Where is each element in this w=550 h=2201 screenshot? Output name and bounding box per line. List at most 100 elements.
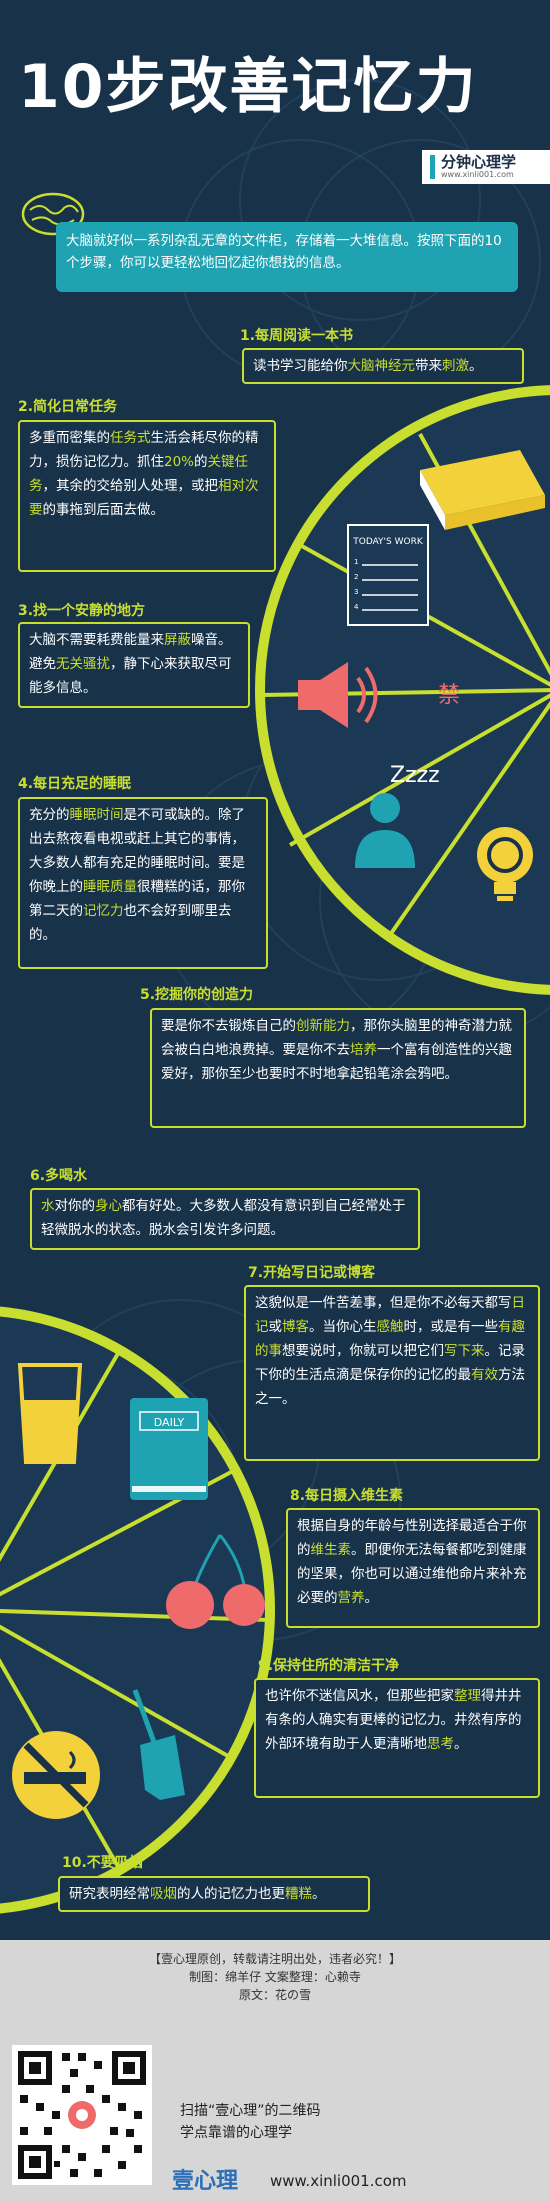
tip-body-text: 。记录下你的生活点滴是保存你的记忆的最 bbox=[255, 1343, 525, 1383]
brand-logo-icon bbox=[430, 155, 435, 179]
tip-7-title: 7.开始写日记或博客 bbox=[248, 1265, 376, 1281]
tip-highlight-text: 维生素 bbox=[310, 1542, 352, 1558]
tip-highlight-text: 博客 bbox=[282, 1319, 309, 1335]
tip-highlight-text: 感触 bbox=[376, 1319, 404, 1335]
tip-body-text: 。 bbox=[364, 1590, 379, 1606]
book-icon bbox=[420, 450, 545, 530]
footer-source: 原文：花の雪 bbox=[238, 1988, 311, 2002]
tip-body-text: 。 bbox=[454, 1736, 468, 1752]
tip-body-text: 。 bbox=[312, 1886, 326, 1902]
footer-brand: 壹心理 bbox=[172, 2169, 239, 2194]
tip-highlight-text: 水 bbox=[41, 1198, 55, 1214]
tip-body-text: 的事拖到后面去做。 bbox=[42, 502, 165, 518]
tip-body-text: 得井井有条的人确实有更棒的记忆力。井然有序的外部环境有助于人更清晰地 bbox=[265, 1688, 522, 1752]
tip-highlight-text: 营养 bbox=[337, 1590, 365, 1606]
tip-4-box: 充分的睡眠时间是不可或缺的。除了出去熬夜看电视或赶上其它的事情，大多数人都有充足… bbox=[18, 797, 268, 969]
tip-highlight-text: 睡眠质量 bbox=[83, 879, 137, 895]
tip-highlight-text: 记忆力 bbox=[83, 903, 124, 919]
todo-list-icon: TODAY'S WORK 1 2 3 4 bbox=[347, 524, 429, 626]
intro-box: 大脑就好似一系列杂乱无章的文件柜，存储着一大堆信息。按照下面的10个步骤，你可以… bbox=[56, 222, 518, 292]
todo-item-3: 3 bbox=[354, 588, 358, 596]
lightbulb-icon bbox=[477, 827, 533, 901]
todo-item-4: 4 bbox=[354, 603, 359, 611]
tip-highlight-text: 无关骚扰 bbox=[56, 656, 110, 672]
tip-highlight-text: 思考 bbox=[427, 1736, 454, 1752]
tip-highlight-text: 屏蔽 bbox=[164, 632, 191, 648]
qr-code[interactable] bbox=[12, 2045, 152, 2185]
footer-credits: 制图：绵羊仔 文案整理：心赖寺 bbox=[189, 1970, 361, 1984]
brand-badge: 分钟心理学 www.xinli001.com bbox=[422, 150, 550, 184]
tip-body-text: 。当你心生 bbox=[309, 1319, 377, 1335]
tip-highlight-text: 身心 bbox=[95, 1198, 122, 1214]
tip-body-text: 。即便你无法每餐都吃到健康的坚果，你也可以通过维他命片来补充必要的 bbox=[297, 1542, 527, 1606]
tip-highlight-text: 整理 bbox=[454, 1688, 481, 1704]
tip-8-title: 8.每日摄入维生素 bbox=[290, 1488, 404, 1504]
tip-1-title: 1.每周阅读一本书 bbox=[240, 328, 354, 344]
tip-body-text: 想要说时，你就可以把它们 bbox=[282, 1343, 444, 1359]
tip-6-box: 水对你的身心都有好处。大多数人都没有意识到自己经常处于轻微脱水的状态。脱水会引发… bbox=[30, 1188, 420, 1250]
tip-highlight-text: 相对次要 bbox=[29, 478, 259, 518]
tip-body-text: 很糟糕的话，那你第二天的 bbox=[29, 879, 245, 919]
tip-body-text: ，静下心来获取尽可能多信息。 bbox=[29, 656, 232, 696]
tip-body-text: 时，或是有一些 bbox=[403, 1319, 499, 1335]
right-wheel bbox=[255, 385, 550, 995]
diary-icon: DAILY bbox=[130, 1398, 208, 1500]
no-smoking-icon bbox=[12, 1731, 100, 1819]
tip-highlight-text: 睡眠时间 bbox=[69, 807, 124, 823]
tip-body-text: 或 bbox=[268, 1319, 283, 1335]
tip-body-text: 的人的记忆力也更 bbox=[177, 1886, 285, 1902]
tip-2-title: 2.简化日常任务 bbox=[18, 399, 118, 415]
brand-url: www.xinli001.com bbox=[441, 170, 514, 179]
tip-highlight-text: 吸烟 bbox=[150, 1886, 177, 1902]
tip-body-text: 带来 bbox=[415, 358, 442, 374]
todo-title: TODAY'S WORK bbox=[352, 537, 424, 547]
tip-highlight-text: 有趣的事 bbox=[255, 1319, 525, 1359]
tip-1-box: 读书学习能给你大脑神经元带来刺激。 bbox=[242, 348, 524, 384]
tip-highlight-text: 刺激 bbox=[442, 358, 469, 374]
tip-body-text: 大脑不需要耗费能量来 bbox=[29, 632, 164, 648]
footer-notice: 【壹心理原创，转载请注明出处，违者必究！】 bbox=[148, 1952, 401, 1966]
speaker-icon: 禁 bbox=[298, 662, 460, 728]
tip-highlight-text: 创新能力 bbox=[296, 1018, 350, 1034]
tip-body-text: ，那你头脑里的神奇潜力就会被白白地浪费掉。要是你不去 bbox=[161, 1018, 512, 1058]
sleep-person-icon: Zzzz bbox=[355, 763, 440, 868]
tip-body-text: 都有好处。大多数人都没有意识到自己经常处于轻微脱水的状态。脱水会引发许多问题。 bbox=[41, 1198, 406, 1238]
tip-body-text: 的 bbox=[194, 454, 208, 470]
tip-highlight-text: 20% bbox=[164, 454, 195, 470]
tip-body-text: 这貌似是一件苦差事，但是你不必每天都写 bbox=[255, 1295, 512, 1311]
broom-icon bbox=[132, 1689, 185, 1800]
tip-body-text: 要是你不去锻炼自己的 bbox=[161, 1018, 296, 1034]
footer-url[interactable]: www.xinli001.com bbox=[270, 2172, 407, 2190]
tip-highlight-text: 糟糕 bbox=[285, 1886, 312, 1902]
tip-7-box: 这貌似是一件苦差事，但是你不必每天都写日记或博客。当你心生感触时，或是有一些有趣… bbox=[244, 1285, 540, 1461]
tip-body-text: 根据自身的年龄与性别选择最适合于你的 bbox=[297, 1518, 527, 1558]
scan-line-2: 学点靠谱的心理学 bbox=[180, 2125, 292, 2141]
tip-10-title: 10.不要吸烟 bbox=[62, 1855, 143, 1871]
tip-body-text: 也不会好到哪里去的。 bbox=[29, 903, 232, 943]
water-glass-icon bbox=[17, 1363, 83, 1464]
page-title: 10步改善记忆力 bbox=[18, 52, 478, 122]
tip-body-text: 生活会耗尽你的精力，损伤记忆力。抓住 bbox=[29, 430, 259, 470]
scan-line-1: 扫描“壹心理”的二维码 bbox=[180, 2103, 321, 2119]
tip-body-text: 对你的 bbox=[54, 1198, 96, 1214]
tip-3-box: 大脑不需要耗费能量来屏蔽噪音。避免无关骚扰，静下心来获取尽可能多信息。 bbox=[18, 622, 250, 708]
todo-item-2: 2 bbox=[354, 573, 358, 581]
todo-item-1: 1 bbox=[354, 558, 358, 566]
sleep-text: Zzzz bbox=[390, 763, 440, 788]
tip-highlight-text: 日记 bbox=[255, 1295, 525, 1335]
tip-3-title: 3.找一个安静的地方 bbox=[18, 603, 146, 619]
daily-label: DAILY bbox=[154, 1416, 185, 1429]
cherry-icon bbox=[166, 1534, 265, 1629]
tip-body-text: 读书学习能给你 bbox=[253, 358, 348, 374]
tip-9-box: 也许你不迷信风水，但那些把家整理得井井有条的人确实有更棒的记忆力。井然有序的外部… bbox=[254, 1678, 540, 1798]
tip-body-text: ，其余的交给别人处理，或把 bbox=[42, 478, 219, 494]
tip-highlight-text: 关键任务 bbox=[29, 454, 249, 494]
brand-name: 分钟心理学 bbox=[441, 153, 517, 171]
tip-body-text: 方法之一。 bbox=[255, 1367, 525, 1407]
tip-highlight-text: 培养 bbox=[350, 1042, 377, 1058]
tip-4-title: 4.每日充足的睡眠 bbox=[18, 776, 132, 792]
forbidden-char: 禁 bbox=[438, 683, 460, 708]
tip-body-text: 研究表明经常 bbox=[69, 1886, 150, 1902]
tip-6-title: 6.多喝水 bbox=[30, 1168, 88, 1184]
